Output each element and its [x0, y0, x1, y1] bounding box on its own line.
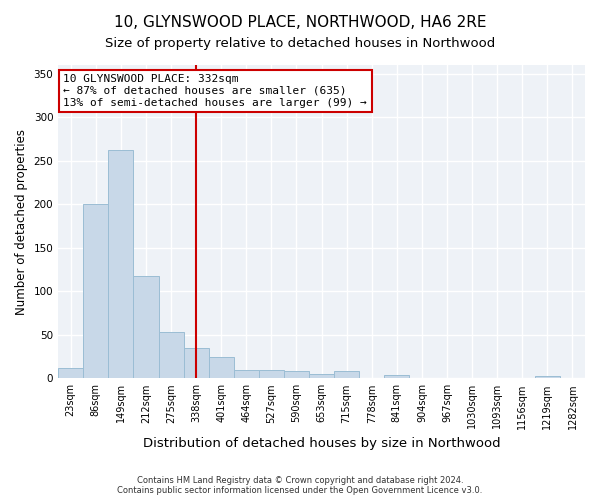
- Bar: [234, 370, 259, 378]
- Bar: [158, 332, 184, 378]
- Text: Contains HM Land Registry data © Crown copyright and database right 2024.
Contai: Contains HM Land Registry data © Crown c…: [118, 476, 482, 495]
- Text: 10 GLYNSWOOD PLACE: 332sqm
← 87% of detached houses are smaller (635)
13% of sem: 10 GLYNSWOOD PLACE: 332sqm ← 87% of deta…: [64, 74, 367, 108]
- Bar: [535, 376, 560, 378]
- Text: 10, GLYNSWOOD PLACE, NORTHWOOD, HA6 2RE: 10, GLYNSWOOD PLACE, NORTHWOOD, HA6 2RE: [114, 15, 486, 30]
- X-axis label: Distribution of detached houses by size in Northwood: Distribution of detached houses by size …: [143, 437, 500, 450]
- Bar: [133, 276, 158, 378]
- Bar: [184, 348, 209, 378]
- Bar: [259, 370, 284, 378]
- Bar: [309, 374, 334, 378]
- Text: Size of property relative to detached houses in Northwood: Size of property relative to detached ho…: [105, 38, 495, 51]
- Bar: [385, 375, 409, 378]
- Y-axis label: Number of detached properties: Number of detached properties: [15, 128, 28, 314]
- Bar: [58, 368, 83, 378]
- Bar: [209, 356, 234, 378]
- Bar: [334, 372, 359, 378]
- Bar: [284, 372, 309, 378]
- Bar: [109, 150, 133, 378]
- Bar: [83, 204, 109, 378]
